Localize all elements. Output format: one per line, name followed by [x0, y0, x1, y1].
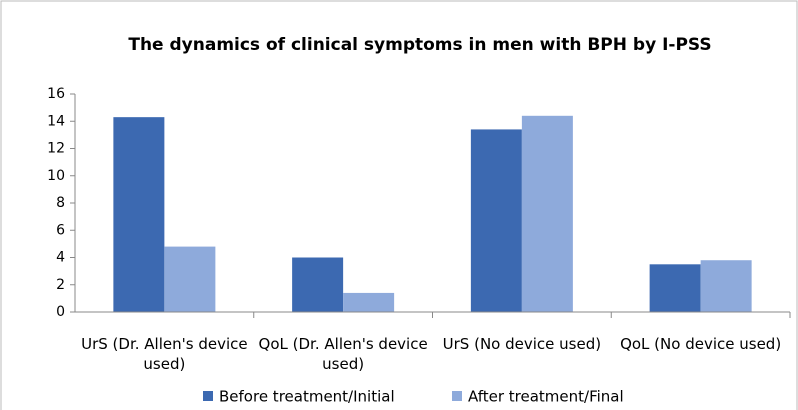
x-tick-label: UrS (No device used)	[442, 335, 602, 353]
bar	[521, 115, 573, 312]
legend-swatch	[452, 391, 462, 401]
y-tick-label: 8	[56, 195, 65, 211]
chart-title: The dynamics of clinical symptoms in men…	[128, 35, 711, 55]
bar	[343, 292, 395, 312]
bar	[164, 246, 216, 312]
bar	[113, 117, 165, 312]
legend-label: After treatment/Final	[468, 388, 624, 406]
y-tick-label: 2	[56, 277, 65, 293]
y-tick-label: 16	[47, 86, 65, 102]
bar	[470, 129, 522, 312]
x-tick-label: QoL (No device used)	[620, 335, 782, 353]
bar	[700, 260, 752, 312]
bar	[292, 257, 344, 312]
y-tick-label: 12	[47, 141, 65, 157]
y-tick-label: 14	[47, 113, 65, 129]
x-tick-label: QoL (Dr. Allen's device used)	[258, 335, 428, 373]
y-tick-label: 10	[47, 168, 65, 184]
bar	[649, 264, 701, 312]
y-tick-label: 0	[56, 304, 65, 320]
y-tick-label: 6	[56, 222, 65, 238]
y-tick-label: 4	[56, 250, 65, 266]
x-tick-label: UrS (Dr. Allen's device used)	[81, 335, 248, 373]
legend-label: Before treatment/Initial	[219, 388, 395, 406]
legend-swatch	[203, 391, 213, 401]
